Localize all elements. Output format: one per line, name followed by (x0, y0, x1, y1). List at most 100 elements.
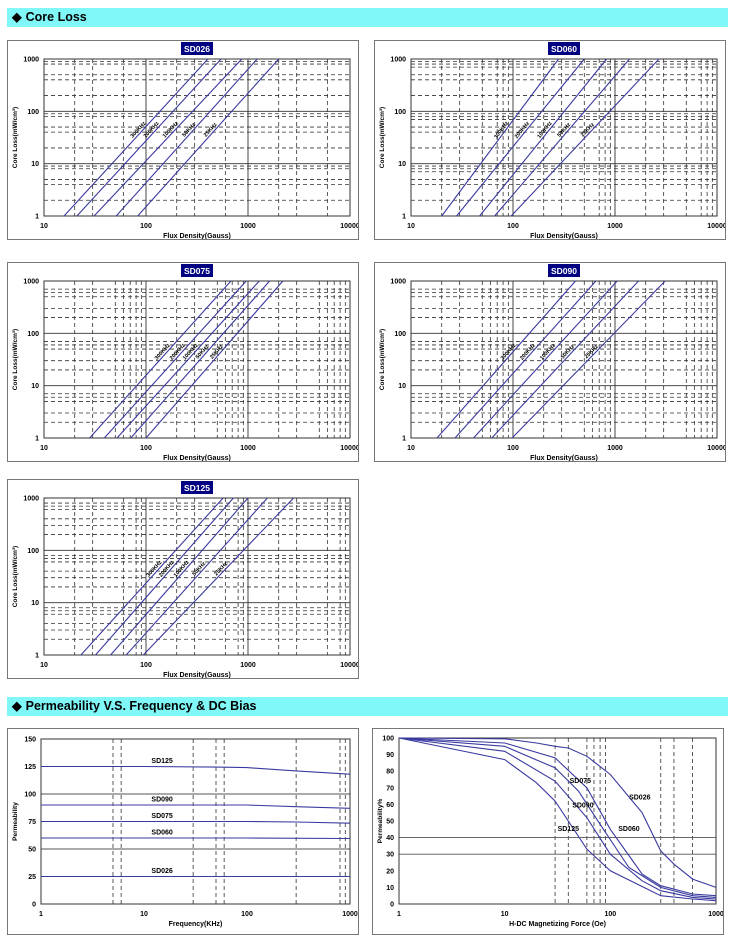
x-tick-label: 10000 (340, 662, 358, 669)
x-tick-label: 10 (40, 445, 48, 452)
series-line-300khz (89, 280, 232, 439)
y-tick-label: 100 (382, 736, 394, 743)
y-tick-label: 90 (386, 752, 394, 759)
series-line-200khz (456, 58, 585, 217)
y-axis-label: Core Loss(mW/cm³) (12, 546, 19, 607)
x-axis-label: H-DC Magnetizing Force (Oe) (509, 921, 606, 928)
series-label: 25KHz (580, 122, 596, 139)
y-tick-label: 75 (28, 819, 36, 826)
plot-frame (43, 497, 351, 656)
series-line-sd060 (398, 737, 717, 897)
x-tick-label: 100 (140, 223, 152, 230)
core-loss-chart-sd026: 10 100 1000 10000 1 10 100 1000 Flux Density(Gau… (7, 40, 359, 240)
series-label: SD075 (570, 778, 592, 785)
y-axis-label: Core Loss(mW/cm³) (379, 329, 386, 390)
x-tick-label: 1000 (240, 445, 256, 452)
y-tick-label: 125 (24, 764, 36, 771)
gridlines (411, 58, 717, 216)
series-line-50khz (115, 58, 258, 217)
gridlines (44, 280, 350, 438)
x-tick-label: 1000 (607, 445, 623, 452)
series-line-50khz (491, 280, 639, 439)
series-label: 25KHz (584, 344, 600, 360)
y-tick-label: 10 (398, 383, 406, 390)
series-line-sd090 (398, 737, 717, 900)
diamond-icon: ◆ (12, 699, 22, 713)
y-tick-label: 100 (24, 792, 36, 799)
x-axis-label: Flux Density(Gauss) (163, 233, 231, 239)
chart-svg: 1 10 100 1000 0 25 50 75 100 125 150 Frequency(KHz)… (12, 737, 358, 929)
y-tick-label: 20 (386, 868, 394, 875)
series-line-300khz (80, 497, 224, 656)
section-header-permeability: ◆ Permeability V.S. Frequency & DC Bias (7, 697, 728, 716)
series-label: 200KHz (514, 120, 531, 139)
series-line-300khz (436, 280, 576, 439)
series-line-25khz (142, 497, 294, 656)
x-tick-label: 100 (507, 223, 519, 230)
gridlines (399, 737, 716, 904)
series-label: 300KHz (493, 120, 510, 140)
series-line-sd125 (398, 737, 717, 902)
series-label: SD125 (558, 826, 580, 833)
x-tick-label: 100 (140, 445, 152, 452)
chart-title-badge (181, 264, 213, 277)
series-line-100khz (479, 58, 608, 217)
series-label: 200KHz (519, 343, 537, 362)
series-line-25khz (145, 280, 284, 439)
series-line-300khz (441, 58, 560, 217)
series-label: 50KHz (192, 561, 208, 578)
series-label: 50KHz (560, 344, 576, 361)
chart-svg: 1 10 100 1000 0 10 20 30 40 50 60 70 80 90 100 H-DC Mag… (377, 736, 723, 929)
plot-frame (398, 737, 717, 905)
y-tick-label: 10 (31, 600, 39, 607)
y-tick-label: 1000 (23, 57, 39, 64)
x-axis-label: Flux Density(Gauss) (163, 455, 231, 461)
y-tick-label: 150 (24, 737, 36, 744)
x-tick-label: 10 (40, 662, 48, 669)
y-tick-label: 100 (27, 548, 39, 555)
chart-title: SD125 (184, 483, 210, 493)
series-line-200khz (95, 497, 234, 656)
plot-frame (43, 58, 351, 217)
section-title: Permeability V.S. Frequency & DC Bias (25, 699, 257, 713)
y-axis-label: Permeability% (377, 799, 384, 844)
y-axis-label: Core Loss(mW/cm³) (12, 329, 19, 390)
x-tick-label: 100 (140, 662, 152, 669)
series-label: SD026 (151, 868, 173, 875)
x-tick-label: 10000 (707, 445, 725, 452)
series-line-50khz (494, 58, 631, 217)
y-tick-label: 50 (28, 847, 36, 854)
y-tick-label: 0 (32, 902, 36, 909)
x-tick-label: 1000 (240, 223, 256, 230)
y-tick-label: 60 (386, 802, 394, 809)
y-tick-label: 10 (398, 161, 406, 168)
y-tick-label: 1000 (23, 279, 39, 286)
y-tick-label: 40 (386, 835, 394, 842)
y-tick-label: 0 (390, 902, 394, 909)
series-label: SD125 (151, 758, 173, 765)
x-tick-label: 10 (40, 223, 48, 230)
diamond-icon: ◆ (12, 10, 22, 24)
x-tick-label: 10 (407, 223, 415, 230)
x-axis-label: Flux Density(Gauss) (530, 233, 598, 239)
series-line-50khz (125, 497, 268, 656)
plot-frame (410, 58, 718, 217)
chart-title: SD075 (184, 266, 210, 276)
series-label: 100KHz (539, 343, 557, 362)
series-label: 100KHz (173, 560, 191, 579)
core-loss-chart-sd090: 10 100 1000 10000 1 10 100 1000 Flux Density(Gau… (374, 262, 726, 462)
x-tick-label: 1 (397, 911, 401, 918)
chart-title: SD060 (551, 44, 577, 54)
chart-title-badge (181, 42, 213, 55)
series-label: SD090 (572, 803, 594, 810)
y-tick-label: 1000 (390, 57, 406, 64)
section-header-core-loss: ◆ Core Loss (7, 8, 728, 27)
core-loss-chart-sd075: 10 100 1000 10000 1 10 100 1000 Flux Density(Gau… (7, 262, 359, 462)
x-tick-label: 1000 (607, 223, 623, 230)
y-tick-label: 10 (31, 383, 39, 390)
series-line-sd026 (398, 737, 717, 888)
